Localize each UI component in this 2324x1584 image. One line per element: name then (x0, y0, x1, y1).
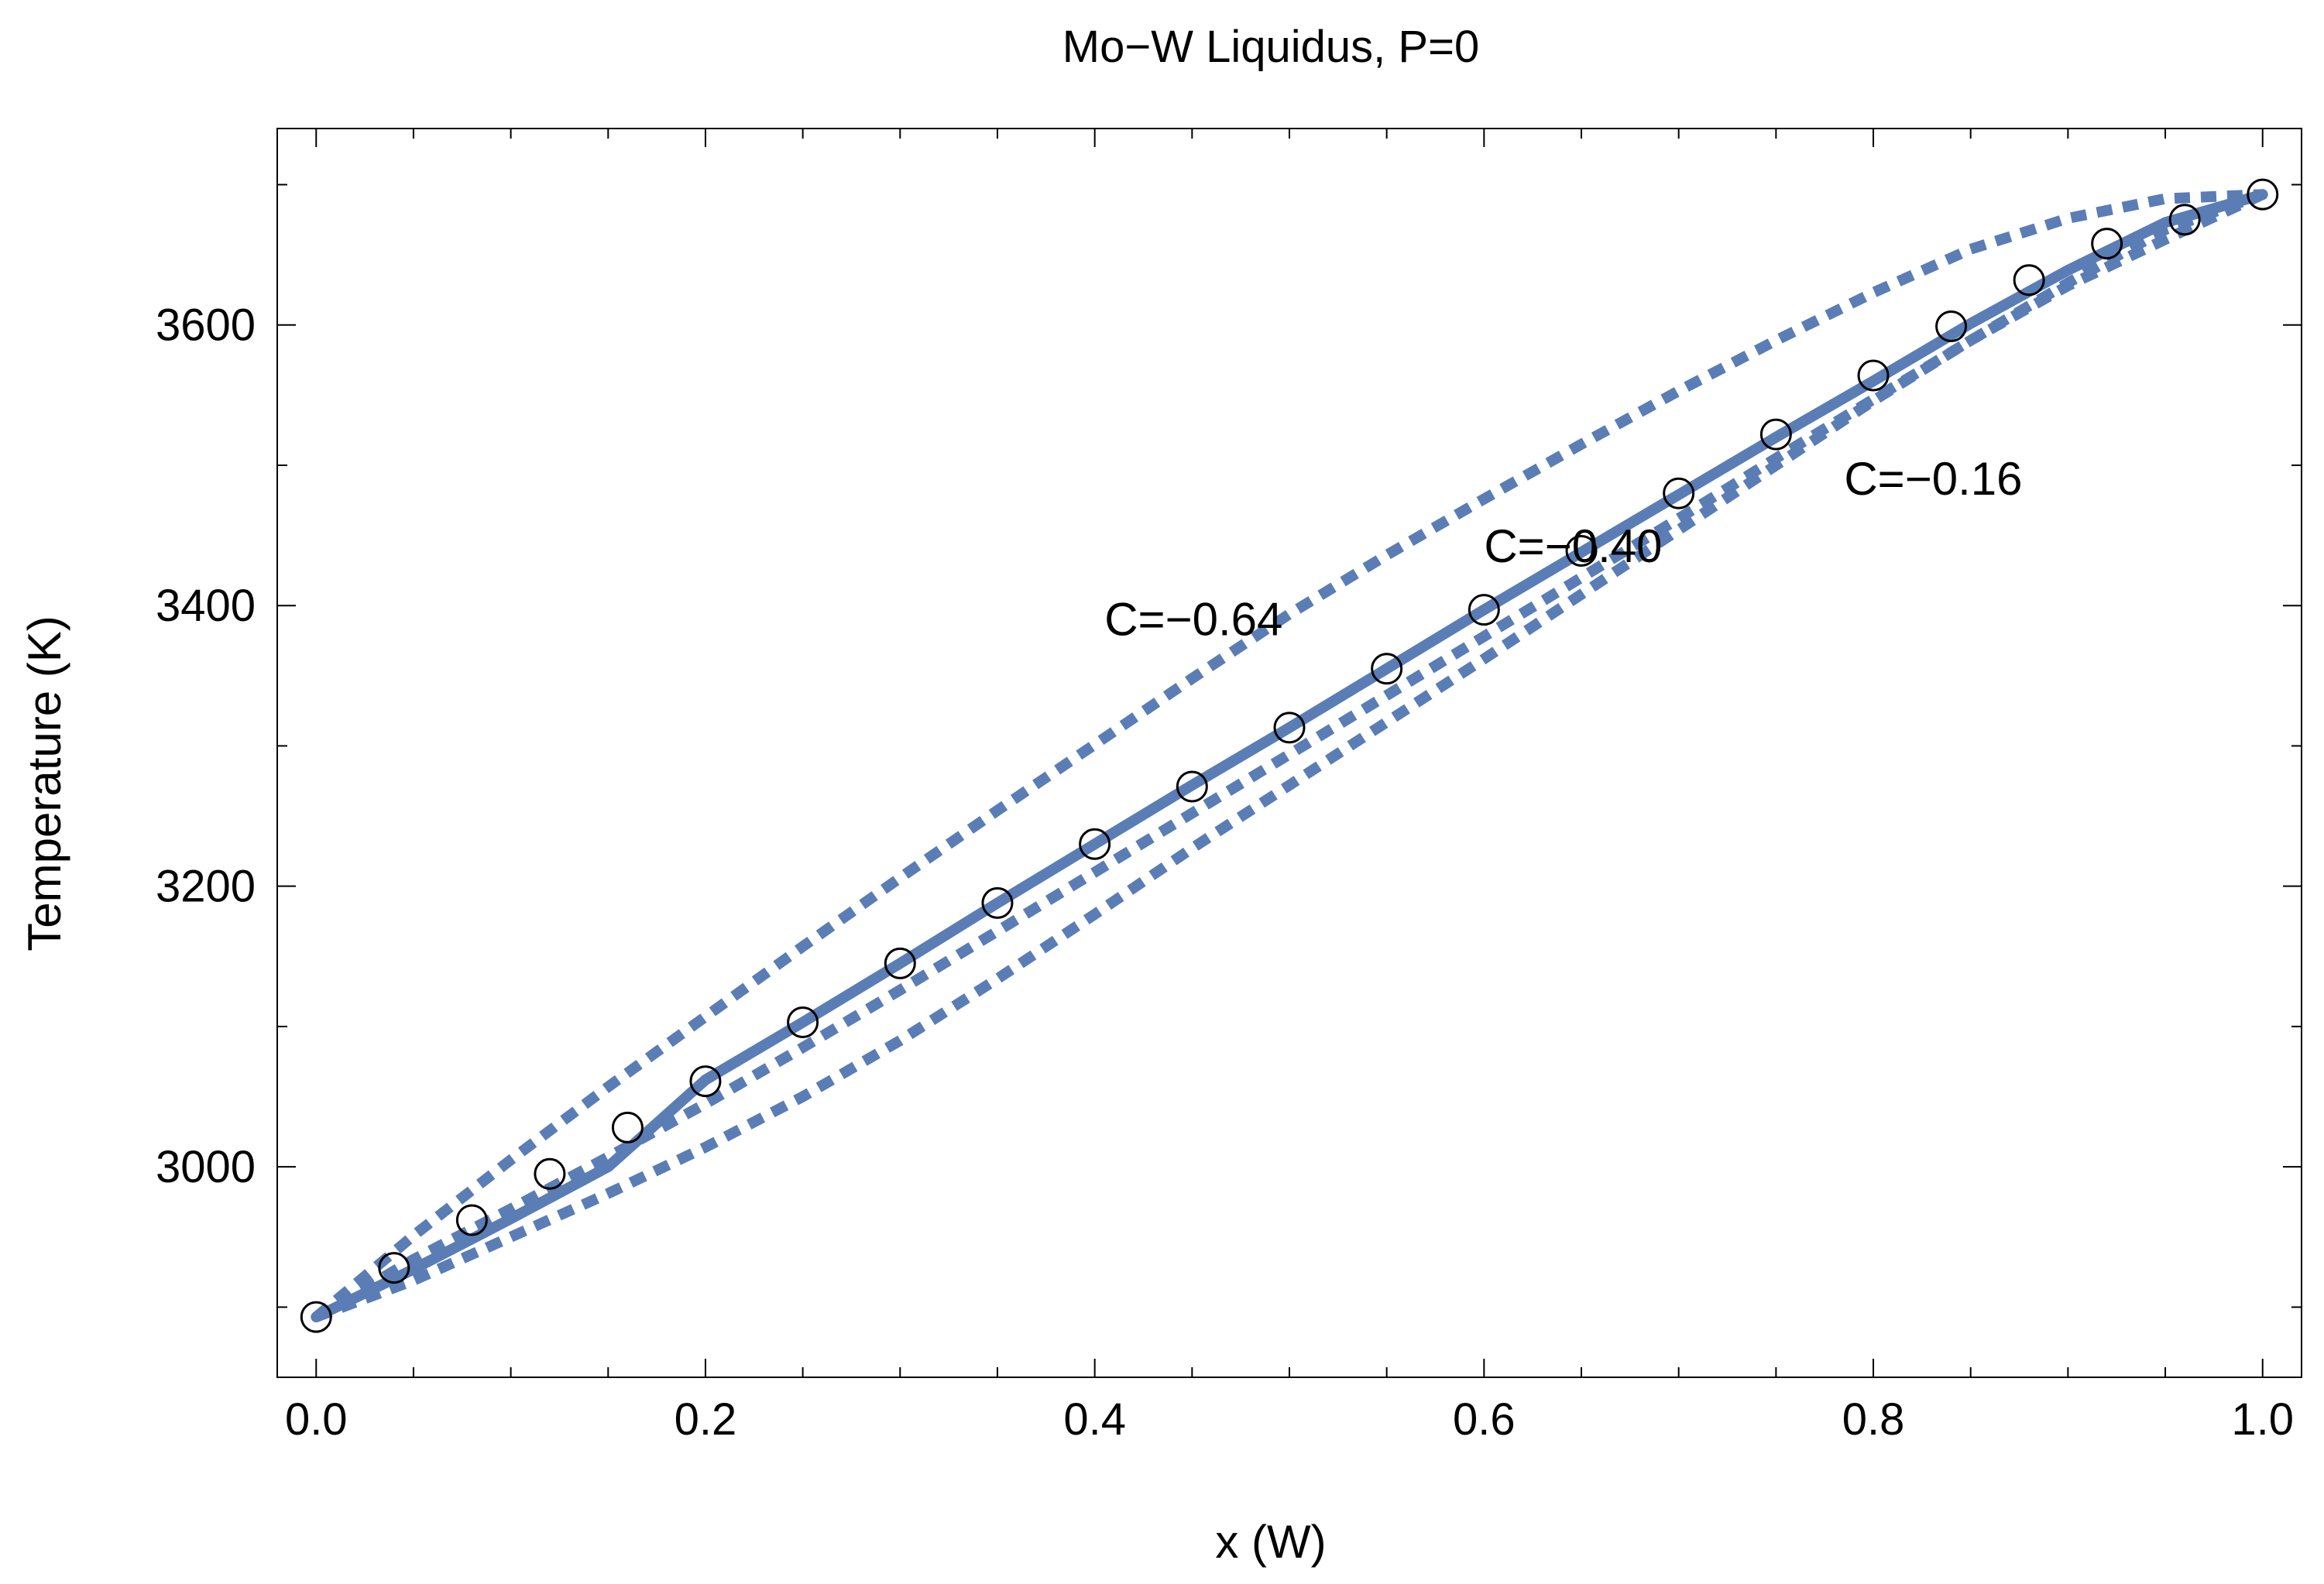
y-axis-label: Temperature (K) (19, 615, 70, 951)
data-point (1371, 653, 1403, 685)
data-point (1273, 711, 1306, 744)
chart-title: Mo−W Liquidus, P=0 (1062, 22, 1479, 72)
curve-annotation: C=−0.64 (1104, 593, 1282, 645)
y-tick-label: 3000 (156, 1142, 256, 1192)
data-point (1565, 535, 1598, 567)
y-tick-label: 3400 (156, 581, 256, 631)
x-tick-label: 1.0 (2231, 1394, 2294, 1445)
data-point (1079, 828, 1111, 860)
data-point (689, 1065, 722, 1098)
x-tick-label: 0.2 (675, 1394, 737, 1445)
x-tick-label: 0.4 (1063, 1394, 1126, 1445)
data-point (1468, 594, 1500, 626)
data-point (1857, 359, 1890, 392)
curves (311, 189, 2268, 1323)
data-point (1176, 770, 1208, 803)
x-tick-label: 0.8 (1842, 1394, 1905, 1445)
axis-ticks: 0.0 0.2 0.4 0.6 0.8 1.0 3000 3200 3400 3600 (156, 129, 2302, 1445)
dashed-curve-1 (313, 189, 2265, 1322)
data-point (455, 1204, 488, 1236)
x-tick-label: 0.0 (285, 1394, 348, 1445)
data-point (787, 1006, 819, 1038)
data-point (611, 1111, 644, 1143)
fit-curve-solid (311, 189, 2268, 1323)
curve-annotation: C=−0.40 (1484, 520, 1662, 572)
data-point (2013, 264, 2045, 297)
annotations: C=−0.64 C=−0.40 C=−0.16 (1104, 453, 2022, 645)
data-point (2247, 178, 2279, 211)
x-axis-label: x (W) (1215, 1516, 1326, 1568)
data-point (884, 947, 916, 979)
data-point (534, 1157, 566, 1190)
y-tick-label: 3200 (156, 862, 256, 912)
plot-frame (276, 128, 2302, 1378)
curve-annotation: C=−0.16 (1844, 453, 2022, 505)
data-point (1759, 418, 1792, 451)
data-points (300, 178, 2279, 1333)
data-point (2168, 204, 2201, 236)
data-point (981, 886, 1014, 919)
dashed-curve-0 (312, 189, 2264, 1322)
data-point (378, 1252, 410, 1284)
data-point (2091, 228, 2123, 260)
data-point (300, 1301, 332, 1333)
data-point (1663, 477, 1695, 509)
y-tick-label: 3600 (156, 300, 256, 351)
x-tick-label: 0.6 (1453, 1394, 1516, 1445)
data-point (1935, 310, 1968, 343)
dashed-curve-2 (314, 189, 2265, 1322)
